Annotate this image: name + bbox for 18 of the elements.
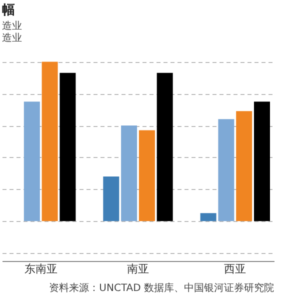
chart-title: 幅 [2,3,15,18]
x-tick-label: 南亚 [127,262,149,276]
bar [60,72,76,222]
bar [24,102,40,222]
text: 资料来源：UNCTAD 数据库、中国银河证券研究院 [49,282,274,294]
bar [156,72,173,222]
bar [42,62,58,222]
x-tick-label: 东南亚 [24,262,58,276]
x-tick-label: 西亚 [224,262,246,276]
bar [121,126,138,222]
bar [236,111,252,222]
bar [103,176,120,222]
bar [200,213,216,222]
text: 造业 [2,32,22,44]
text: 造业 [2,20,22,32]
bar [138,130,155,222]
bar [218,119,234,222]
bar [254,102,270,222]
